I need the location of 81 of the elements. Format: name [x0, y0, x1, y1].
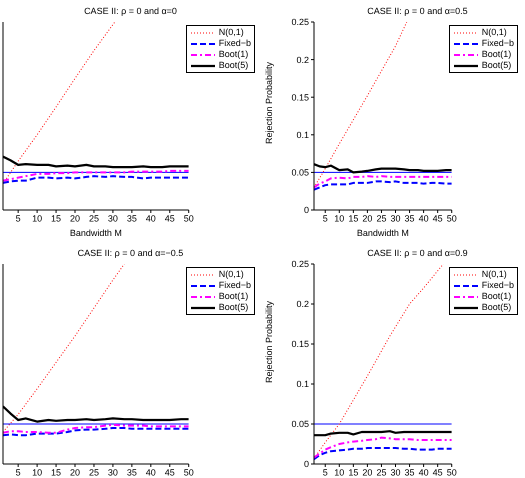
legend-label: N(0,1): [482, 269, 507, 280]
y-tick-label: 0.15: [291, 339, 309, 350]
legend-label: Boot(5): [218, 302, 248, 313]
x-tick-label: 40: [146, 213, 156, 224]
x-tick-label: 40: [418, 213, 429, 224]
legend-label: Boot(5): [482, 302, 512, 313]
x-tick-label: 45: [432, 467, 443, 478]
x-axis-title: Bandwidth M: [356, 228, 409, 238]
legend-label: Boot(1): [482, 291, 512, 302]
legend-label: Fixed−b: [482, 280, 514, 291]
x-tick-label: 45: [432, 213, 443, 224]
legend-label: Boot(5): [218, 60, 248, 71]
y-axis-title: Rejection Probability: [264, 300, 274, 384]
y-tick-label: 0.2: [296, 54, 309, 65]
legend-label: N(0,1): [218, 27, 244, 38]
x-tick-label: 25: [376, 467, 386, 478]
x-tick-label: 50: [446, 467, 457, 478]
line-series: [314, 436, 452, 459]
legend-label: Fixed−b: [482, 38, 514, 49]
y-axis-title: Rejection Probability: [264, 62, 274, 144]
y-tick-label: 0.05: [291, 168, 309, 178]
x-tick-label: 5: [322, 213, 328, 224]
x-tick-label: 10: [32, 213, 42, 224]
x-tick-label: 40: [146, 467, 156, 478]
y-tick-label: 0.1: [296, 130, 309, 140]
x-tick-label: 30: [390, 467, 401, 478]
x-tick-label: 25: [88, 467, 99, 478]
x-tick-label: 15: [51, 467, 62, 478]
y-tick-label: 0.25: [291, 259, 309, 270]
y-tick-label: 0: [304, 459, 309, 470]
x-tick-label: 10: [32, 467, 42, 478]
x-tick-label: 15: [348, 467, 358, 478]
x-tick-label: 50: [446, 213, 457, 224]
legend-label: Boot(1): [482, 49, 512, 60]
line-series: [314, 180, 452, 191]
y-tick-label: 0.1: [296, 379, 309, 390]
x-tick-label: 45: [164, 467, 175, 478]
legend-label: N(0,1): [482, 27, 507, 38]
x-tick-label: 25: [376, 213, 386, 224]
legend-label: Boot(5): [482, 60, 512, 71]
x-tick-label: 10: [334, 213, 344, 224]
x-tick-label: 5: [16, 213, 21, 224]
line-series: [314, 175, 452, 188]
legend-label: N(0,1): [218, 269, 244, 280]
x-tick-label: 20: [70, 467, 80, 478]
x-tick-label: 20: [70, 213, 80, 224]
x-tick-label: 35: [126, 467, 137, 478]
x-tick-label: 45: [164, 213, 175, 224]
x-tick-label: 50: [184, 213, 194, 224]
x-tick-label: 30: [108, 467, 118, 478]
line-series: [314, 447, 452, 460]
x-tick-label: 20: [362, 467, 372, 478]
legend-label: Boot(1): [218, 49, 248, 60]
y-tick-label: 0.05: [291, 419, 309, 430]
y-tick-label: 0.2: [296, 299, 309, 310]
x-tick-label: 5: [16, 467, 21, 478]
legend-label: Boot(1): [218, 291, 248, 302]
chart-title: CASE II: ρ = 0 and α=−0.5: [76, 248, 184, 258]
x-tick-label: 15: [51, 213, 62, 224]
x-tick-label: 30: [108, 213, 118, 224]
legend-label: Fixed−b: [218, 280, 251, 291]
x-tick-label: 50: [184, 467, 194, 478]
x-tick-label: 30: [390, 213, 401, 224]
x-axis-title: Bandwidth M: [70, 228, 122, 238]
chart-title: CASE II: ρ = 0 and α=0.5: [366, 6, 469, 16]
x-tick-label: 35: [126, 213, 137, 224]
y-tick-label: 0.15: [291, 92, 309, 102]
x-tick-label: 5: [322, 467, 328, 478]
x-tick-label: 40: [418, 467, 429, 478]
x-tick-label: 15: [348, 213, 358, 224]
line-series: [314, 22, 408, 188]
y-tick-label: 0.25: [291, 17, 309, 28]
x-tick-label: 35: [404, 213, 415, 224]
chart-title: CASE II: ρ = 0 and α=0.9: [366, 248, 469, 258]
legend-label: Fixed−b: [218, 38, 251, 49]
x-tick-label: 25: [88, 213, 99, 224]
x-tick-label: 20: [362, 213, 372, 224]
x-tick-label: 35: [404, 467, 415, 478]
x-tick-label: 10: [334, 467, 344, 478]
y-tick-label: 0: [304, 205, 309, 216]
chart-title: CASE II: ρ = 0 and α=0: [83, 6, 178, 16]
